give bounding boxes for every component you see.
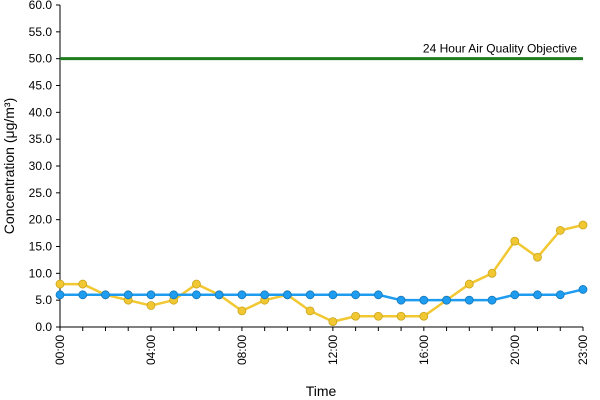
series-2-point	[282, 290, 292, 300]
series-2-point	[419, 295, 429, 305]
series-2-point	[555, 290, 565, 300]
y-tick-label: 15.0	[29, 240, 53, 254]
series-1-point	[419, 311, 429, 321]
y-axis-title: Concentration (μg/m³)	[1, 98, 17, 234]
y-tick-label: 5.0	[35, 293, 52, 307]
objective-label: 24 Hour Air Quality Objective	[423, 42, 577, 56]
series-2-point	[123, 290, 133, 300]
series-2-point	[305, 290, 315, 300]
series-2-point	[396, 295, 406, 305]
series-2-point	[533, 290, 542, 300]
y-tick-label: 25.0	[29, 186, 53, 200]
x-tick-label: 20:00	[508, 335, 522, 365]
series-2-point	[487, 295, 497, 305]
series-2-point	[373, 290, 383, 300]
series-2-point	[146, 290, 156, 300]
series-2-point	[78, 290, 88, 300]
series-1-point	[555, 225, 565, 235]
series-2-point	[169, 290, 179, 300]
y-tick-label: 35.0	[29, 132, 53, 146]
series-2-point	[328, 290, 338, 300]
series-1-point	[396, 311, 406, 321]
y-tick-label: 55.0	[29, 25, 53, 39]
series-1-point	[533, 252, 542, 262]
series-1-point	[464, 279, 474, 289]
x-tick-label: 16:00	[417, 335, 431, 365]
series-2-point	[351, 290, 361, 300]
x-tick-label: 23:00	[576, 335, 590, 365]
series-1-point	[78, 279, 88, 289]
y-tick-label: 30.0	[29, 159, 53, 173]
x-tick-group: 00:00 04:00 08:00 12:00 16:00 20:00 23:00	[53, 327, 590, 365]
series-group	[55, 220, 588, 327]
series-2-point	[578, 285, 588, 294]
y-tick-label: 0.0	[35, 320, 52, 334]
series-1-point	[192, 279, 201, 289]
x-axis-title: Time	[306, 383, 337, 399]
series-1-point	[578, 220, 588, 230]
series-1-point	[487, 268, 497, 278]
y-tick-label: 60.0	[29, 0, 53, 12]
series-1-point	[351, 311, 361, 321]
series-1-point	[55, 279, 65, 289]
x-tick-label: 04:00	[144, 335, 158, 365]
series-line-2	[60, 288, 584, 302]
series-2-point	[101, 290, 110, 300]
series-2-point	[237, 290, 247, 300]
y-tick-group: 0.0 5.0 10.0 15.0 20.0 25.0 30.0 35.0 40.0 45.0 50…	[29, 0, 60, 334]
y-tick-label: 20.0	[29, 213, 53, 227]
series-2-point	[442, 295, 451, 305]
series-2-point	[260, 290, 270, 300]
y-tick-label: 50.0	[29, 52, 53, 66]
y-tick-label: 40.0	[29, 105, 53, 119]
x-tick-label: 12:00	[326, 335, 340, 365]
objective-line-group: 24 Hour Air Quality Objective	[60, 42, 583, 61]
series-2-point	[464, 295, 474, 305]
y-tick-label: 10.0	[29, 266, 53, 280]
series-1-point	[146, 301, 156, 310]
series-2-point	[214, 290, 224, 300]
y-tick-label: 45.0	[29, 79, 53, 93]
series-1-point	[237, 306, 247, 316]
series-1-point	[328, 317, 338, 327]
series-1-point	[510, 236, 520, 246]
series-1-point	[305, 306, 315, 316]
series-2-point	[510, 290, 520, 300]
series-1-point	[373, 311, 383, 321]
series-2-point	[192, 290, 201, 300]
series-2-point	[55, 290, 65, 300]
x-tick-label: 00:00	[53, 335, 67, 365]
series-line-1	[60, 223, 584, 323]
x-tick-label: 08:00	[235, 335, 249, 365]
